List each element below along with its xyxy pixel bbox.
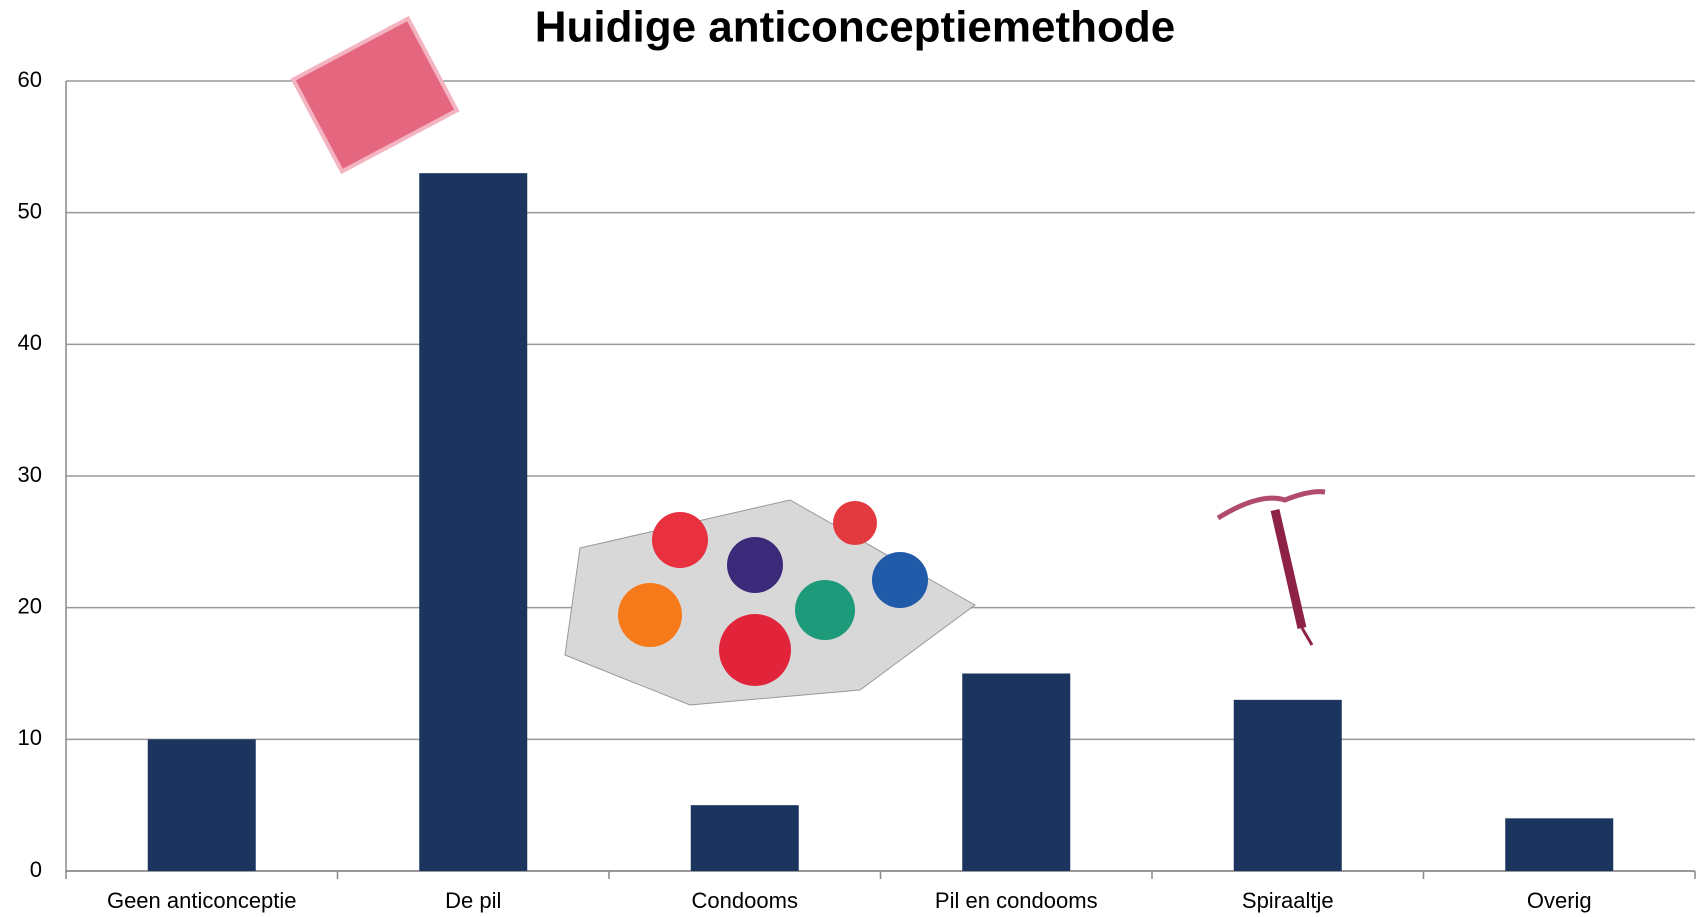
chart-title: Huidige anticonceptiemethode xyxy=(535,3,1176,52)
x-tick-label: Spiraaltje xyxy=(1242,888,1334,913)
y-tick-label: 10 xyxy=(18,725,42,750)
bar xyxy=(1233,699,1342,871)
bar xyxy=(690,805,799,871)
x-tick-label: Pil en condooms xyxy=(935,888,1098,913)
bar xyxy=(419,173,528,871)
condoms-image xyxy=(564,499,976,706)
x-tick-label: Geen anticonceptie xyxy=(107,888,297,913)
y-tick-label: 50 xyxy=(18,198,42,223)
x-tick-label: Condooms xyxy=(692,888,798,913)
bar xyxy=(147,739,256,871)
y-tick-label: 0 xyxy=(30,857,42,882)
plot-area: 0 10 20 30 40 50 60 Geen anticonceptie De pil Con… xyxy=(18,67,1696,913)
iud-image xyxy=(1216,489,1326,646)
y-tick-label: 30 xyxy=(18,462,42,487)
y-tick-label: 40 xyxy=(18,330,42,355)
x-tick-label: Overig xyxy=(1527,888,1592,913)
x-tick-label: De pil xyxy=(445,888,501,913)
y-tick-label: 60 xyxy=(18,67,42,92)
decorations xyxy=(290,15,1326,706)
bar xyxy=(962,673,1071,871)
y-tick-label: 20 xyxy=(18,593,42,618)
pill-pack-image xyxy=(290,15,460,175)
bar xyxy=(1505,818,1614,871)
